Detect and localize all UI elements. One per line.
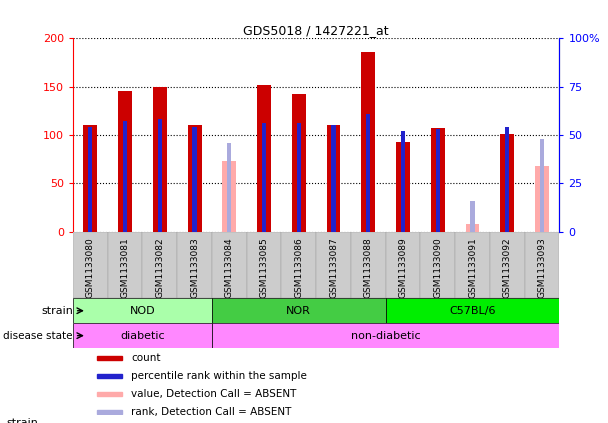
Text: GSM1133092: GSM1133092	[503, 237, 512, 298]
Bar	[396, 142, 410, 232]
Text: strain: strain	[6, 418, 38, 423]
Text: GSM1133084: GSM1133084	[225, 237, 234, 298]
Bar	[123, 121, 127, 232]
Bar	[535, 166, 549, 232]
Bar	[118, 91, 132, 232]
Text: rank, Detection Call = ABSENT: rank, Detection Call = ABSENT	[131, 407, 292, 417]
Bar	[431, 128, 444, 232]
Bar	[97, 374, 122, 378]
Bar	[188, 125, 201, 232]
Text: GSM1133090: GSM1133090	[434, 237, 442, 298]
Text: disease state: disease state	[4, 331, 73, 341]
Bar	[361, 52, 375, 232]
Text: GSM1133088: GSM1133088	[364, 237, 373, 298]
Title: GDS5018 / 1427221_at: GDS5018 / 1427221_at	[243, 24, 389, 37]
Bar	[157, 119, 162, 232]
Bar	[212, 298, 385, 323]
Text: GSM1133085: GSM1133085	[260, 237, 269, 298]
Text: GSM1133091: GSM1133091	[468, 237, 477, 298]
Text: GSM1133089: GSM1133089	[398, 237, 407, 298]
Bar	[466, 224, 480, 232]
Bar	[97, 410, 122, 414]
Text: GSM1133082: GSM1133082	[155, 237, 164, 298]
Text: strain: strain	[41, 306, 73, 316]
Bar	[177, 232, 212, 298]
Bar	[490, 232, 525, 298]
Text: GSM1133080: GSM1133080	[86, 237, 95, 298]
Text: GSM1133081: GSM1133081	[120, 237, 130, 298]
Text: percentile rank within the sample: percentile rank within the sample	[131, 371, 307, 381]
Bar	[212, 323, 559, 348]
Bar	[83, 125, 97, 232]
Text: diabetic: diabetic	[120, 331, 165, 341]
Bar	[282, 232, 316, 298]
Bar	[73, 298, 212, 323]
Bar	[401, 131, 405, 232]
Bar	[471, 201, 475, 232]
Text: GSM1133083: GSM1133083	[190, 237, 199, 298]
Bar	[142, 232, 177, 298]
Text: count: count	[131, 353, 161, 363]
Bar	[525, 232, 559, 298]
Bar	[108, 232, 142, 298]
Bar	[153, 87, 167, 232]
Bar	[88, 127, 92, 232]
Text: GSM1133087: GSM1133087	[329, 237, 338, 298]
Text: C57BL/6: C57BL/6	[449, 306, 496, 316]
Text: GSM1133086: GSM1133086	[294, 237, 303, 298]
Bar	[326, 125, 340, 232]
Bar	[420, 232, 455, 298]
Bar	[500, 134, 514, 232]
Text: non-diabetic: non-diabetic	[351, 331, 421, 341]
Text: GSM1133093: GSM1133093	[537, 237, 547, 298]
Bar	[351, 232, 385, 298]
Bar	[436, 129, 440, 232]
Bar	[193, 127, 196, 232]
Bar	[316, 232, 351, 298]
Text: NOD: NOD	[130, 306, 155, 316]
Bar	[455, 232, 490, 298]
Bar	[505, 127, 510, 232]
Bar	[257, 85, 271, 232]
Bar	[292, 94, 306, 232]
Bar	[247, 232, 282, 298]
Bar	[540, 139, 544, 232]
Bar	[97, 392, 122, 396]
Bar	[212, 232, 247, 298]
Bar	[331, 125, 336, 232]
Bar	[73, 323, 212, 348]
Bar	[227, 143, 232, 232]
Bar	[385, 298, 559, 323]
Bar	[262, 124, 266, 232]
Bar	[385, 232, 420, 298]
Bar	[366, 114, 370, 232]
Text: value, Detection Call = ABSENT: value, Detection Call = ABSENT	[131, 389, 297, 399]
Text: NOR: NOR	[286, 306, 311, 316]
Bar	[97, 356, 122, 360]
Bar	[223, 161, 237, 232]
Bar	[73, 232, 108, 298]
Bar	[297, 124, 301, 232]
